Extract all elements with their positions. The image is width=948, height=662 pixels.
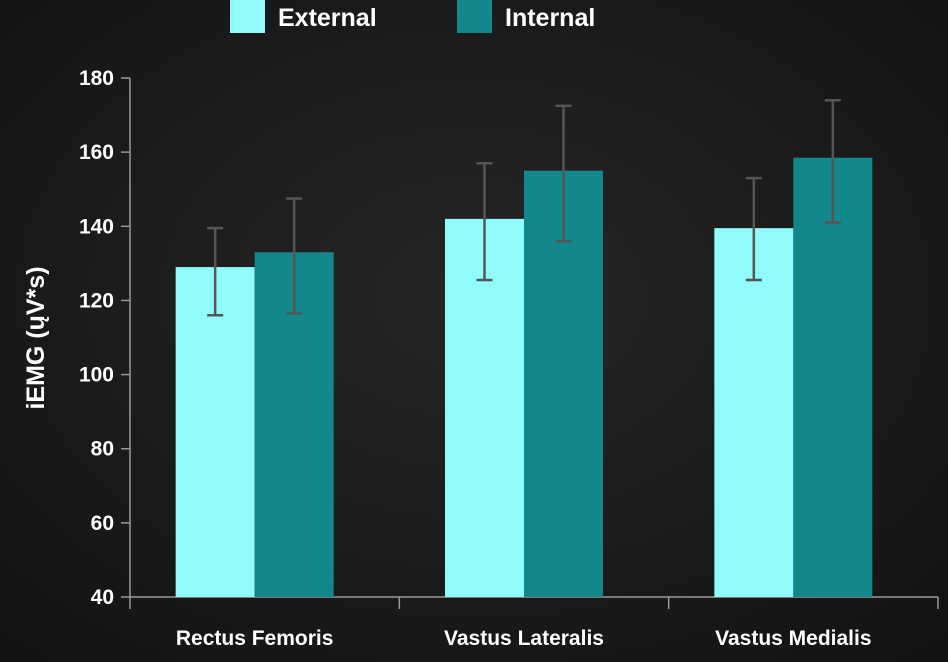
error-bar xyxy=(555,104,572,243)
x-tick-label: Vastus Medialis xyxy=(715,627,871,650)
x-tick-label: Vastus Lateralis xyxy=(444,627,604,650)
y-tick-label: 40 xyxy=(91,586,114,609)
error-bar xyxy=(207,226,224,317)
bar-internal xyxy=(793,157,873,598)
y-tick-label: 100 xyxy=(79,364,114,387)
y-axis: 40 60 80 100 120 140 160 180 xyxy=(79,67,131,609)
legend-swatch xyxy=(230,0,265,33)
error-bar xyxy=(745,176,762,282)
bar-external xyxy=(175,267,255,597)
error-bar xyxy=(286,197,303,315)
bar-external xyxy=(714,228,794,597)
error-bar xyxy=(824,98,841,224)
legend-label: Internal xyxy=(505,4,595,32)
legend: External Internal xyxy=(230,0,595,33)
bars xyxy=(175,157,873,598)
y-axis-title: iEMG (ųV*s) xyxy=(22,266,50,409)
y-tick-label: 160 xyxy=(79,141,114,164)
legend-item-internal: Internal xyxy=(457,0,595,33)
legend-item-external: External xyxy=(230,0,377,33)
legend-swatch xyxy=(457,0,492,33)
legend-label: External xyxy=(278,4,377,32)
y-tick-label: 140 xyxy=(79,215,114,238)
y-tick-label: 60 xyxy=(91,512,114,535)
bar-external xyxy=(445,218,524,597)
error-bars xyxy=(207,98,841,317)
y-tick-label: 120 xyxy=(79,289,114,312)
error-bar xyxy=(476,162,493,282)
y-tick-label: 80 xyxy=(91,438,114,461)
x-tick-label: Rectus Femoris xyxy=(176,627,334,650)
y-tick-label: 180 xyxy=(79,67,114,90)
